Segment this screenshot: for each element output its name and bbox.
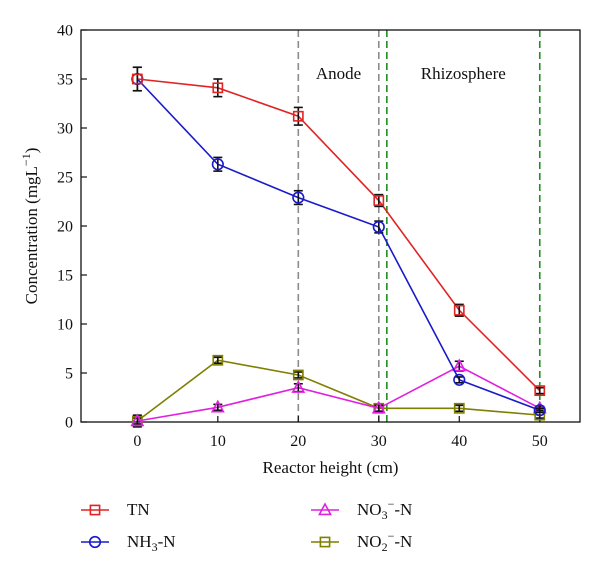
legend-label-part: NO bbox=[357, 500, 382, 519]
legend-marker-0 bbox=[89, 504, 101, 516]
legend-item-0: TN bbox=[81, 500, 150, 519]
y-tick-label: 5 bbox=[65, 366, 73, 383]
legend-label-part: NO bbox=[357, 532, 382, 551]
legend-label-part: NH bbox=[127, 532, 152, 551]
data-point-1 bbox=[453, 373, 466, 386]
y-axis-title: Concentration (mgL−1) bbox=[19, 148, 41, 305]
data-point-1 bbox=[292, 191, 305, 204]
y-tick-label: 35 bbox=[57, 72, 73, 89]
x-tick-label: 0 bbox=[133, 433, 141, 450]
legend-label-part: -N bbox=[394, 532, 412, 551]
legend-label-part: -N bbox=[158, 532, 176, 551]
y-tick-label: 15 bbox=[57, 268, 73, 285]
y-tick-label: 10 bbox=[57, 317, 73, 334]
series-3 bbox=[131, 354, 546, 427]
legend-marker-2 bbox=[318, 502, 332, 516]
y-tick-label: 25 bbox=[57, 170, 73, 187]
series-1 bbox=[131, 66, 546, 417]
legend-label-0: TN bbox=[127, 500, 150, 519]
legend-label-part: -N bbox=[394, 500, 412, 519]
legend-label-3: NO2−-N bbox=[357, 529, 412, 554]
data-point-0 bbox=[131, 73, 143, 85]
x-tick-label: 50 bbox=[532, 433, 548, 450]
data-point-3 bbox=[292, 369, 304, 381]
x-tick-label: 10 bbox=[210, 433, 226, 450]
legend-label-sub: 3 bbox=[382, 508, 388, 522]
data-point-1 bbox=[533, 404, 546, 417]
data-point-1 bbox=[372, 220, 385, 234]
legend-label-2: NO3−-N bbox=[357, 497, 412, 522]
x-tick-label: 20 bbox=[290, 433, 306, 450]
y-axis-title-main: Concentration (mgL bbox=[22, 166, 41, 304]
legend-label-sup: − bbox=[388, 497, 395, 511]
series-line-3 bbox=[136, 359, 540, 422]
data-point-1 bbox=[211, 158, 224, 171]
legend-item-1: NH3-N bbox=[81, 532, 176, 554]
region-label-0: Anode bbox=[316, 64, 361, 83]
legend-item-2: NO3−-N bbox=[311, 497, 412, 522]
y-tick-label: 20 bbox=[57, 219, 73, 236]
y-axis-title-sup: −1 bbox=[19, 153, 33, 166]
series-2 bbox=[130, 358, 547, 428]
data-point-0 bbox=[453, 304, 465, 316]
data-point-2 bbox=[130, 413, 145, 427]
plot-frame bbox=[80, 29, 581, 423]
data-point-2 bbox=[210, 399, 225, 413]
x-axis-title: Reactor height (cm) bbox=[263, 458, 399, 477]
y-tick-label: 0 bbox=[65, 415, 73, 432]
series-line-2 bbox=[137, 365, 541, 422]
data-point-2 bbox=[371, 400, 386, 414]
series-line-1 bbox=[136, 78, 541, 411]
series-line-0 bbox=[137, 78, 541, 392]
data-point-3 bbox=[453, 402, 465, 414]
legend-label-sub: 3 bbox=[152, 540, 158, 554]
x-tick-label: 30 bbox=[371, 433, 387, 450]
legend-label-sup: − bbox=[388, 529, 395, 543]
legend-label-sub: 2 bbox=[382, 540, 388, 554]
legend-marker-1 bbox=[88, 535, 102, 549]
y-tick-label: 40 bbox=[57, 23, 73, 40]
data-point-2 bbox=[291, 380, 306, 393]
data-point-3 bbox=[212, 354, 224, 366]
legend-marker-3 bbox=[319, 536, 331, 548]
y-axis-title-close: ) bbox=[22, 148, 41, 154]
x-tick-label: 40 bbox=[451, 433, 467, 450]
legend-label-1: NH3-N bbox=[127, 532, 176, 554]
data-point-0 bbox=[292, 110, 304, 122]
legend-item-3: NO2−-N bbox=[311, 529, 412, 554]
data-point-0 bbox=[534, 385, 546, 397]
data-point-2 bbox=[452, 358, 467, 372]
series-0 bbox=[131, 66, 546, 397]
data-point-0 bbox=[373, 195, 385, 206]
data-point-0 bbox=[212, 82, 224, 94]
y-tick-label: 30 bbox=[57, 121, 73, 138]
region-label-1: Rhizosphere bbox=[421, 64, 506, 83]
